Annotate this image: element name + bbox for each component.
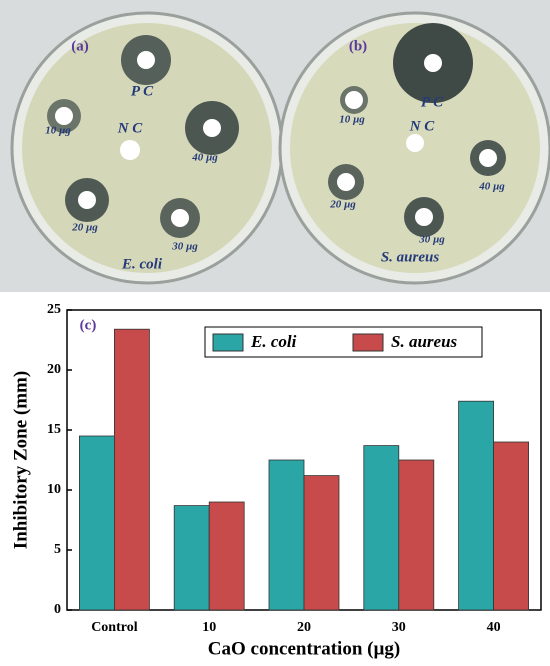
bar bbox=[363, 445, 400, 611]
x-tick-label: Control bbox=[91, 620, 138, 635]
photo-label: 30 µg bbox=[171, 241, 198, 253]
x-tick-label: 30 bbox=[392, 620, 406, 635]
panel-label: (a) bbox=[71, 38, 89, 54]
y-tick-label: 15 bbox=[47, 422, 61, 437]
bar bbox=[173, 505, 210, 611]
legend-box bbox=[204, 326, 483, 358]
panel-label: (b) bbox=[349, 38, 367, 54]
legend-swatch bbox=[352, 333, 384, 352]
bar bbox=[398, 459, 435, 611]
photo-label: 20 µg bbox=[329, 199, 356, 211]
x-tick-label: 40 bbox=[487, 620, 501, 635]
bar bbox=[268, 459, 305, 611]
bar bbox=[303, 475, 340, 611]
photo-label: N C bbox=[117, 120, 144, 136]
photo-label: 10 µg bbox=[45, 125, 71, 137]
bar bbox=[114, 328, 150, 611]
x-tick-label: 10 bbox=[202, 620, 216, 635]
y-tick-label: 0 bbox=[54, 602, 61, 617]
photo-label: 20 µg bbox=[71, 222, 98, 234]
legend-label: E. coli bbox=[250, 332, 297, 351]
photo-label: 40 µg bbox=[478, 181, 505, 193]
legend-swatch bbox=[212, 333, 244, 352]
photo-label: P C bbox=[131, 83, 154, 99]
bar bbox=[458, 400, 495, 611]
y-axis-label: Inhibitory Zone (mm) bbox=[10, 371, 31, 549]
petri-dish-a bbox=[10, 11, 284, 285]
panel-label: (c) bbox=[80, 317, 97, 333]
x-axis-label: CaO concentration (µg) bbox=[208, 638, 400, 659]
bar bbox=[493, 441, 530, 611]
photo-label: 40 µg bbox=[191, 152, 218, 164]
photo-label: E. coli bbox=[121, 256, 163, 272]
photo-label: 10 µg bbox=[339, 114, 365, 126]
x-tick-label: 20 bbox=[297, 620, 311, 635]
photo-label: 30 µg bbox=[418, 234, 445, 246]
y-tick-label: 25 bbox=[47, 302, 61, 317]
y-tick-label: 10 bbox=[47, 482, 61, 497]
photo-label: N C bbox=[409, 118, 436, 134]
bar bbox=[208, 501, 245, 611]
y-tick-label: 20 bbox=[47, 362, 61, 377]
y-tick-label: 5 bbox=[54, 542, 61, 557]
legend-label: S. aureus bbox=[391, 332, 458, 351]
photo-label: S. aureus bbox=[381, 249, 440, 265]
bar-chart: 0 5 10 15 20 25 Control 10 20 30 40 (c) CaO concentr… bbox=[10, 302, 542, 659]
petri-dish-b bbox=[278, 11, 550, 285]
photo-label: P C bbox=[421, 94, 444, 110]
bar bbox=[79, 435, 115, 611]
